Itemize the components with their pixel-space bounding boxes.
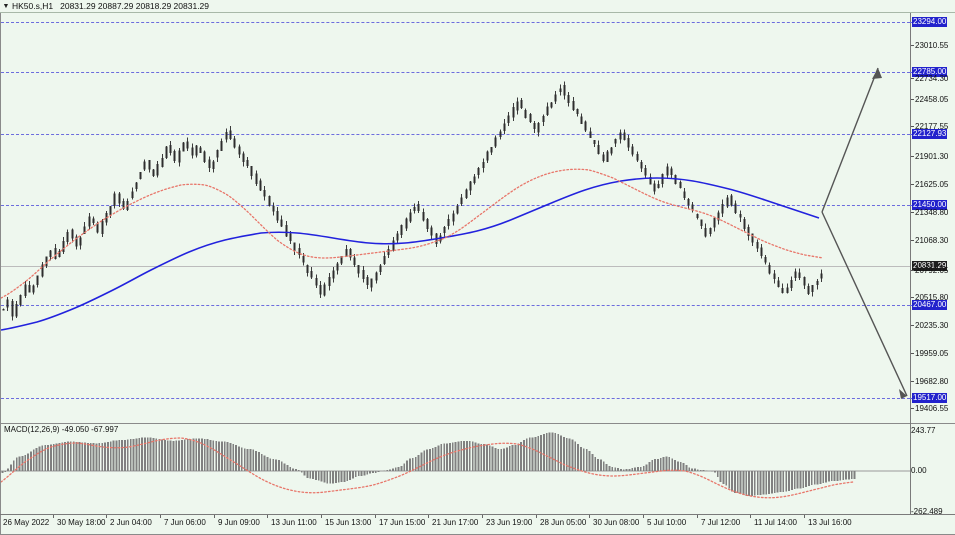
bullish-arrow-line <box>821 67 879 213</box>
level-price-label[interactable]: 20467.00 <box>907 300 948 310</box>
ma-fast-line <box>1 168 824 299</box>
macd-tick-label: 0.00 <box>911 466 927 475</box>
bullish-arrow-head <box>872 68 882 79</box>
level-line-21450 <box>1 205 910 206</box>
time-tick-label: 13 Jul 16:00 <box>808 518 852 527</box>
time-tick-mark <box>106 515 107 518</box>
level-axis-stub <box>907 398 912 399</box>
time-tick-mark <box>267 515 268 518</box>
time-tick-label: 11 Jul 14:00 <box>754 518 797 527</box>
time-tick-label: 5 Jul 10:00 <box>647 518 687 527</box>
level-line-19517 <box>1 398 910 399</box>
pane-separator <box>0 423 955 424</box>
level-price-label[interactable]: 22785.00 <box>907 67 948 77</box>
level-line-23294 <box>1 22 910 23</box>
projection-arrows <box>821 67 908 399</box>
time-axis[interactable]: 26 May 2022 30 May 18:00 2 Jun 04:00 7 Jun … <box>0 515 955 535</box>
price-series-svg <box>1 67 908 399</box>
time-tick-label: 21 Jun 17:00 <box>432 518 479 527</box>
macd-tick-label: 243.77 <box>911 426 936 435</box>
time-tick-label: 2 Jun 04:00 <box>110 518 152 527</box>
level-line-20467 <box>1 305 910 306</box>
time-tick-label: 7 Jun 06:00 <box>164 518 206 527</box>
level-line-22785 <box>1 72 910 73</box>
chart-titlebar: ▼ HK50.s,H1 20831.29 20887.29 20818.29 2… <box>0 0 955 13</box>
level-axis-stub <box>907 305 912 306</box>
time-tick-mark <box>589 515 590 518</box>
price-axis-divider <box>910 1 911 514</box>
price-tick-label: 21348.80 <box>911 208 948 217</box>
level-price-label[interactable]: 23294.00 <box>907 17 948 27</box>
level-axis-stub <box>907 72 912 73</box>
time-tick-label: 26 May 2022 <box>3 518 50 527</box>
candle-wicks <box>3 81 822 321</box>
level-line-22127 <box>1 134 910 135</box>
time-tick-mark <box>321 515 322 518</box>
time-tick-label: 7 Jul 12:00 <box>701 518 741 527</box>
time-tick-mark <box>643 515 644 518</box>
price-tick-label: 21901.30 <box>911 152 948 161</box>
price-tick-label: 19959.05 <box>911 349 948 358</box>
ohlc-values: 20831.29 20887.29 20818.29 20831.29 <box>60 1 210 11</box>
time-tick-mark <box>53 515 54 518</box>
level-price-label[interactable]: 22127.93 <box>907 129 948 139</box>
price-tick-label: 23010.55 <box>911 41 948 50</box>
macd-bar <box>1 432 856 497</box>
time-tick-mark <box>160 515 161 518</box>
macd-tick-label: -262.489 <box>911 507 943 516</box>
macd-label: MACD(12,26,9) -49.050 -67.997 <box>4 425 119 434</box>
price-tick-label: 19406.55 <box>911 404 948 413</box>
level-axis-stub <box>907 205 912 206</box>
price-tick-label: 22177.55 <box>911 122 948 131</box>
time-tick-label: 13 Jun 11:00 <box>271 518 317 527</box>
current-price-line <box>1 266 910 267</box>
level-price-label[interactable]: 21450.00 <box>907 200 948 210</box>
price-tick-label: 19682.80 <box>911 377 948 386</box>
time-tick-label: 28 Jun 05:00 <box>540 518 587 527</box>
current-price-label: 20831.29 <box>912 261 948 271</box>
macd-series-svg <box>1 432 910 499</box>
macd-signal-line <box>1 437 854 499</box>
time-tick-label: 23 Jun 19:00 <box>486 518 533 527</box>
time-tick-mark <box>536 515 537 518</box>
level-axis-stub <box>907 134 912 135</box>
symbol-label: HK50.s,H1 <box>12 1 54 11</box>
candlestick-series <box>2 81 823 321</box>
time-tick-label: 15 Jun 13:00 <box>325 518 372 527</box>
triangle-down-icon[interactable]: ▼ <box>2 2 10 10</box>
time-axis-divider <box>0 514 955 515</box>
level-axis-stub <box>907 22 912 23</box>
time-tick-label: 9 Jun 09:00 <box>218 518 260 527</box>
price-tick-label: 22734.30 <box>911 74 948 83</box>
ma-slow-line <box>1 177 820 331</box>
time-tick-mark <box>214 515 215 518</box>
price-tick-label: 21625.05 <box>911 180 948 189</box>
macd-histogram <box>1 432 856 497</box>
price-tick-label: 22458.05 <box>911 95 948 104</box>
time-tick-mark <box>750 515 751 518</box>
price-chart-pane[interactable] <box>1 12 910 423</box>
bearish-arrow-head <box>899 389 907 399</box>
macd-indicator-pane[interactable] <box>1 424 910 514</box>
price-tick-label: 20792.05 <box>911 266 948 275</box>
price-axis[interactable]: 23294.00 23010.55 22785.00 22734.30 22458.05… <box>907 0 955 516</box>
time-tick-mark <box>804 515 805 518</box>
window-border-left <box>0 0 1 535</box>
bearish-arrow-line <box>821 211 908 397</box>
price-tick-label: 21068.30 <box>911 236 948 245</box>
time-tick-mark <box>428 515 429 518</box>
level-price-label[interactable]: 19517.00 <box>907 393 948 403</box>
time-tick-mark <box>375 515 376 518</box>
time-tick-label: 30 May 18:00 <box>57 518 106 527</box>
time-tick-mark <box>482 515 483 518</box>
time-tick-label: 17 Jun 15:00 <box>379 518 426 527</box>
time-tick-mark <box>697 515 698 518</box>
candle-bodies <box>2 85 823 317</box>
price-tick-label: 20235.30 <box>911 321 948 330</box>
price-tick-label: 20515.80 <box>911 293 948 302</box>
time-tick-label: 30 Jun 08:00 <box>593 518 640 527</box>
